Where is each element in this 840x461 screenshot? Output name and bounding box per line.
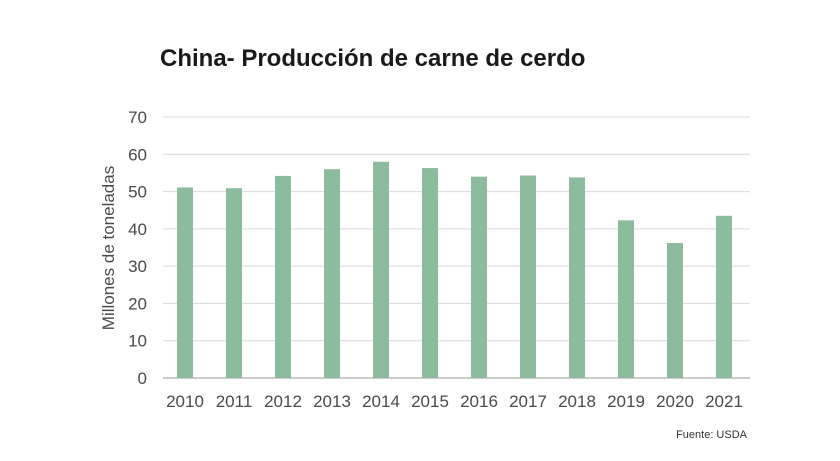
bar-2016 <box>471 176 487 378</box>
bars <box>177 161 732 378</box>
x-tick-label: 2011 <box>216 392 253 411</box>
x-tick-label: 2010 <box>166 392 204 411</box>
bar-2015 <box>422 168 438 378</box>
bar-2018 <box>569 177 585 378</box>
source-note: Fuente: USDA <box>676 429 748 441</box>
bar-2019 <box>618 220 634 378</box>
bar-2013 <box>324 169 340 378</box>
x-tick-label: 2019 <box>607 392 645 411</box>
x-tick-label: 2018 <box>558 392 596 411</box>
bar-2017 <box>520 175 536 378</box>
bar-2011 <box>226 188 242 378</box>
x-tick-label: 2015 <box>411 392 449 411</box>
x-tick-label: 2017 <box>509 392 547 411</box>
x-tick-label: 2021 <box>705 392 743 411</box>
y-tick-label: 70 <box>128 108 147 127</box>
y-tick-label: 50 <box>128 183 147 202</box>
x-tick-label: 2016 <box>460 392 498 411</box>
x-tick-label: 2013 <box>313 392 351 411</box>
bar-2020 <box>667 243 683 378</box>
y-tick-label: 20 <box>128 294 147 313</box>
bar-2010 <box>177 187 193 378</box>
x-tick-label: 2020 <box>656 392 694 411</box>
gridlines <box>163 116 750 379</box>
y-tick-label: 60 <box>128 145 147 164</box>
y-axis-label: Millones de toneladas <box>99 166 118 330</box>
y-axis-ticks: 0 10 20 30 40 50 60 70 <box>128 108 147 388</box>
x-tick-label: 2014 <box>362 392 400 411</box>
y-tick-label: 0 <box>138 369 147 388</box>
x-axis-ticks: 2010 2011 2012 2013 2014 2015 2016 2017 2018 2019… <box>166 392 743 411</box>
bar-2014 <box>373 161 389 378</box>
bar-2021 <box>716 215 732 378</box>
y-tick-label: 40 <box>128 220 147 239</box>
x-tick-label: 2012 <box>264 392 302 411</box>
bar-2012 <box>275 175 291 378</box>
chart-title: China- Producción de carne de cerdo <box>160 45 585 72</box>
y-tick-label: 10 <box>128 332 147 351</box>
y-tick-label: 30 <box>128 257 147 276</box>
